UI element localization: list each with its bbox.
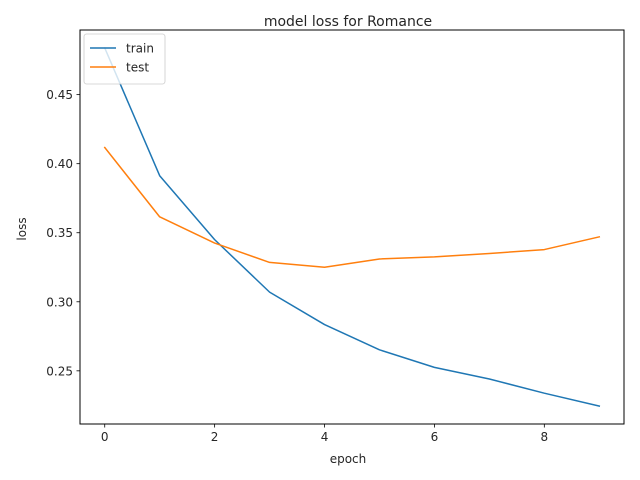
- legend-label-train: train: [126, 42, 154, 56]
- legend-box: [83, 33, 166, 85]
- series-line-test: [103, 146, 601, 269]
- y-tick-label: 0.35: [46, 226, 73, 240]
- x-axis: 0 2 4 6 8: [101, 424, 548, 444]
- y-tick-label: 0.45: [46, 88, 73, 102]
- series-layer: [103, 46, 601, 407]
- y-axis-label: loss: [15, 217, 29, 240]
- x-tick-label: 8: [541, 430, 549, 444]
- x-tick-label: 2: [211, 430, 219, 444]
- x-tick-label: 4: [321, 430, 329, 444]
- series-line-train: [103, 46, 601, 407]
- y-tick-label: 0.25: [46, 364, 73, 378]
- plot-frame: [79, 29, 625, 425]
- chart-title: model loss for Romance: [264, 14, 432, 30]
- x-tick-label: 0: [101, 430, 109, 444]
- y-tick-label: 0.30: [46, 295, 73, 309]
- legend: train test: [83, 33, 166, 85]
- y-tick-label: 0.40: [46, 157, 73, 171]
- x-tick-label: 6: [431, 430, 439, 444]
- legend-label-test: test: [126, 61, 149, 75]
- y-axis: 0.25 0.30 0.35 0.40 0.45: [46, 88, 80, 378]
- x-axis-label: epoch: [330, 452, 367, 466]
